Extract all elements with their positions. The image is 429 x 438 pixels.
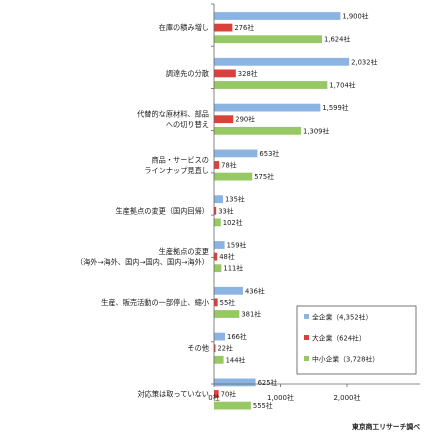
bar-1-7	[214, 286, 243, 295]
value-label-3-2: 1,704社	[329, 81, 355, 90]
category-label-6-1: 生産拠点の変更	[159, 247, 209, 256]
value-label-2-3: 290社	[235, 115, 255, 124]
legend-label-3: 中小企業（3,728社）	[312, 355, 379, 364]
value-label-2-9: 70社	[221, 390, 237, 399]
bar-3-5	[214, 218, 221, 227]
legend-swatch-3	[304, 356, 309, 361]
bar-3-3	[214, 126, 302, 135]
bar-2-9	[214, 390, 219, 398]
value-label-2-4: 78社	[221, 161, 237, 170]
bar-3-7	[214, 310, 240, 318]
bar-2-5	[214, 206, 217, 215]
legend-label-1: 全企業（4,352社）	[312, 313, 372, 322]
bar-3-4	[214, 172, 253, 181]
bar-1-6	[214, 241, 225, 249]
category-label-1: 在庫の積み増し	[159, 23, 209, 32]
category-label-8: その他	[187, 344, 209, 353]
value-label-3-5: 102社	[223, 218, 243, 227]
value-label-1-7: 436社	[245, 286, 265, 295]
legend-box	[296, 305, 417, 375]
value-label-1-3: 1,599社	[322, 103, 348, 112]
legend-swatch-1	[304, 314, 309, 319]
legend-swatch-2	[304, 335, 309, 340]
bar-2-1	[214, 23, 233, 32]
bars-layer	[214, 12, 350, 410]
bar-1-2	[214, 57, 350, 66]
bar-2-7	[214, 298, 218, 307]
bar-2-2	[214, 69, 236, 78]
legend-label-2: 大企業（624社）	[312, 334, 366, 343]
value-label-3-9: 555社	[253, 401, 273, 410]
bar-3-1	[214, 35, 322, 44]
category-label-3-1: 代替的な原材料、部品	[137, 109, 209, 118]
bar-2-3	[214, 115, 234, 124]
value-label-1-4: 653社	[259, 149, 279, 158]
labels-layer: 1,900社 276社 1,624社 在庫の積み増し 2,032社 328社 1,704社 調…	[76, 12, 378, 411]
value-label-1-5: 135社	[225, 195, 245, 204]
bar-1-8	[214, 332, 226, 341]
category-label-3-2: への切り替え	[166, 120, 209, 129]
x-tick-label-1: 0社	[208, 393, 219, 402]
axis-layer: 0社 1,000社 2,000社	[208, 3, 420, 402]
category-label-2: 調達先の分散	[166, 69, 209, 78]
category-label-9: 対応策は取っていない	[137, 390, 209, 399]
bar-1-1	[214, 12, 341, 20]
value-label-2-8: 22社	[217, 344, 233, 353]
value-label-1-6: 159社	[227, 241, 247, 250]
value-label-2-5: 33社	[218, 206, 234, 215]
bar-1-4	[214, 149, 258, 158]
bar-3-9	[214, 401, 251, 410]
bar-2-8	[214, 344, 216, 353]
legend: 全企業（4,352社） 大企業（624社） 中小企業（3,728社）	[296, 305, 417, 375]
bar-1-5	[214, 195, 223, 204]
value-label-2-2: 328社	[238, 69, 258, 78]
value-label-1-8: 166社	[227, 332, 247, 341]
bar-1-3	[214, 103, 321, 112]
value-label-2-1: 276社	[234, 23, 254, 32]
value-label-3-7: 381社	[241, 310, 261, 319]
bar-3-2	[214, 81, 328, 89]
value-label-3-3: 1,309社	[303, 126, 329, 135]
category-label-4-1: 商品・サービスの	[151, 155, 209, 164]
value-label-3-4: 575社	[254, 172, 274, 181]
bar-3-6	[214, 264, 222, 273]
value-label-1-9: 625社	[258, 378, 278, 387]
bar-1-9	[214, 378, 256, 387]
value-label-3-6: 111社	[223, 264, 243, 273]
value-label-3-1: 1,624社	[324, 35, 350, 44]
x-tick-label-3: 2,000社	[333, 393, 360, 402]
value-label-3-8: 144社	[226, 355, 246, 364]
category-label-6-2: （海外→海外、国内→国内、国内→海外）	[76, 257, 209, 266]
bar-2-6	[214, 252, 218, 261]
value-label-2-6: 48社	[219, 252, 235, 261]
x-tick-label-2: 1,000社	[267, 393, 294, 402]
category-label-7: 生産、販売活動の一部停止、縮小	[101, 298, 209, 307]
category-label-4-2: ラインナップ見直し	[144, 166, 209, 175]
category-label-5: 生産拠点の変更（国内回帰）	[116, 206, 209, 215]
bar-2-4	[214, 161, 220, 169]
value-label-2-7: 55社	[220, 298, 236, 307]
source-note: 東京商工リサーチ調べ	[351, 422, 420, 431]
value-label-1-1: 1,900社	[342, 12, 368, 21]
bar-3-8	[214, 355, 224, 364]
value-label-1-2: 2,032社	[351, 57, 377, 66]
